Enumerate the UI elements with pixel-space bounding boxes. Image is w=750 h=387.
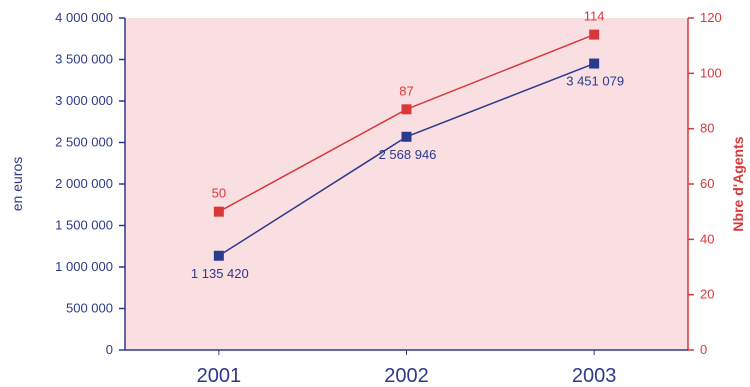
right-axis: 0 20 40 60 80 100 120	[687, 10, 722, 357]
right-tick-label: 80	[700, 121, 714, 136]
left-tick-label: 1 500 000	[55, 218, 113, 233]
data-point-euros	[401, 131, 412, 142]
right-tick-label: 60	[700, 176, 714, 191]
data-label-euros: 3 451 079	[566, 74, 624, 89]
right-axis-title: Nbre d'Agents	[730, 136, 746, 231]
left-tick-label: 3 000 000	[55, 93, 113, 108]
x-tick-label: 2002	[384, 365, 429, 387]
data-label-euros: 1 135 420	[191, 266, 249, 281]
right-tick-label: 20	[700, 287, 714, 302]
left-axis: 0 500 000 1 000 000 1 500 000 2 000 000 2 500…	[55, 10, 126, 357]
left-axis-title: en euros	[9, 157, 25, 211]
x-axis: 2001 2002 2003	[125, 349, 688, 387]
left-tick-label: 4 000 000	[55, 10, 113, 25]
left-tick-label: 1 000 000	[55, 259, 113, 274]
data-label-agents: 50	[212, 186, 226, 201]
left-tick-label: 3 500 000	[55, 52, 113, 67]
right-tick-label: 40	[700, 231, 714, 246]
plot-area	[125, 18, 688, 350]
data-point-agents	[589, 29, 600, 40]
x-tick-label: 2003	[572, 365, 617, 387]
left-tick-label: 500 000	[66, 301, 113, 316]
right-tick-label: 120	[700, 10, 722, 25]
right-tick-label: 0	[700, 342, 707, 357]
series-layer: 1 135 420 2 568 946 3 451 079 50 87 114	[191, 9, 624, 281]
left-tick-label: 2 500 000	[55, 135, 113, 150]
data-point-euros	[213, 250, 224, 261]
x-tick-label: 2001	[197, 365, 242, 387]
left-tick-label: 0	[106, 342, 113, 357]
data-label-agents: 114	[584, 9, 605, 24]
left-tick-label: 2 000 000	[55, 176, 113, 191]
data-label-agents: 87	[399, 83, 413, 98]
data-point-euros	[589, 58, 600, 69]
data-label-euros: 2 568 946	[379, 147, 437, 162]
data-point-agents	[213, 206, 224, 217]
data-point-agents	[401, 104, 412, 115]
right-tick-label: 100	[700, 65, 722, 80]
